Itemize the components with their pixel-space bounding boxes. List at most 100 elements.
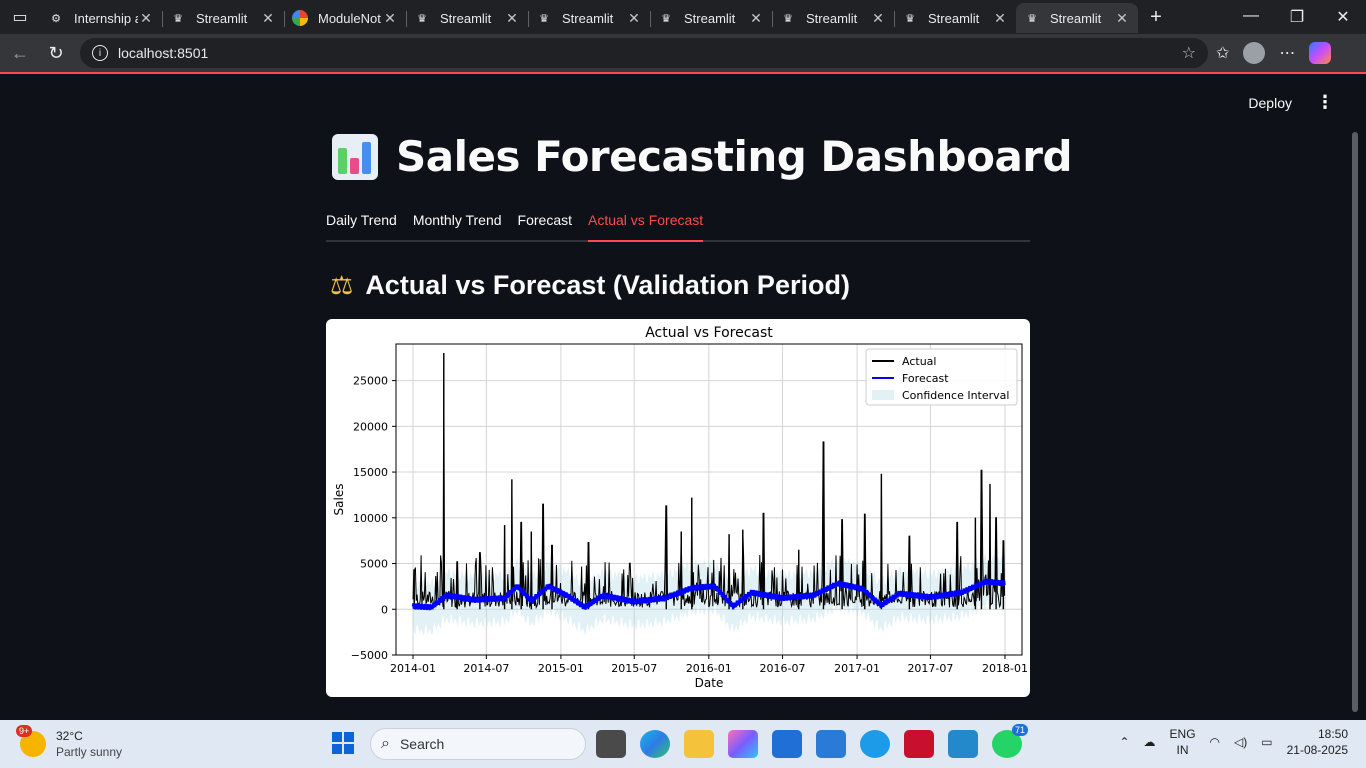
new-tab-button[interactable]: + xyxy=(1150,5,1162,28)
bookmark-star-icon[interactable]: ☆ xyxy=(1181,45,1196,62)
battery-icon[interactable]: ▭ xyxy=(1261,735,1273,749)
browser-tab[interactable]: ♛ Streamlit ✕ xyxy=(528,3,650,33)
restore-icon[interactable]: ❐ xyxy=(1289,9,1305,26)
tab-actual-vs-forecast[interactable]: Actual vs Forecast xyxy=(588,210,704,242)
streamlit-crown-icon: ♛ xyxy=(173,12,183,25)
close-tab-icon[interactable]: ✕ xyxy=(750,9,762,26)
browser-tab-label: Streamlit xyxy=(562,10,614,26)
tab-forecast[interactable]: Forecast xyxy=(517,212,572,228)
profile-avatar[interactable] xyxy=(1243,42,1266,64)
close-window-icon[interactable]: ✕ xyxy=(1336,9,1350,26)
streamlit-crown-icon: ♛ xyxy=(1027,12,1037,25)
scrollbar[interactable] xyxy=(1352,132,1358,712)
close-tab-icon[interactable]: ✕ xyxy=(994,9,1006,26)
system-tray: ⌃ ☁ ENG IN ◠ ◁) ▭ 18:50 21-08-2025 xyxy=(1119,726,1348,758)
whatsapp-badge: 71 xyxy=(1011,724,1028,736)
myhp-icon[interactable] xyxy=(816,730,846,758)
browser-tab[interactable]: ⚙ Internship a ✕ xyxy=(40,3,162,33)
streamlit-crown-icon: ♛ xyxy=(783,12,793,25)
y-axis-label: Sales xyxy=(332,484,346,516)
help-icon[interactable] xyxy=(860,730,890,758)
close-tab-icon[interactable]: ✕ xyxy=(140,9,152,26)
browser-tab-label: Streamlit xyxy=(928,10,980,26)
y-tick-label: 5000 xyxy=(360,558,388,571)
taskbar-apps: 71 xyxy=(596,724,1028,758)
back-icon[interactable]: ← xyxy=(11,42,29,63)
chart-card: −5000 0 5000 10000 15000 20000 25000 2014-01 201… xyxy=(326,319,1030,697)
section-header: ⚖ Actual vs Forecast (Validation Period) xyxy=(330,270,850,301)
taskbar: 9+ 32°C Partly sunny ⌕ Search 71 ⌃ ☁ ENG… xyxy=(0,720,1366,768)
search-placeholder: Search xyxy=(399,736,445,752)
x-tick-label: 2017-01 xyxy=(834,662,880,675)
x-tick-label: 2015-01 xyxy=(538,662,584,675)
browser-tab-label: Streamlit xyxy=(684,10,736,26)
cloud-offline-icon[interactable]: ☁ xyxy=(1143,735,1156,749)
title-row: Sales Forecasting Dashboard xyxy=(332,132,1073,181)
browser-tab-label: Streamlit xyxy=(196,10,248,26)
deploy-button[interactable]: Deploy xyxy=(1248,95,1292,111)
app-tabs: Daily Trend Monthly Trend Forecast Actual v… xyxy=(326,210,1030,242)
mcafee-icon[interactable] xyxy=(904,730,934,758)
wifi-icon[interactable]: ◠ xyxy=(1209,735,1221,749)
partly-sunny-icon: 9+ xyxy=(16,725,46,757)
lang-bottom: IN xyxy=(1176,743,1189,757)
clock-date: 21-08-2025 xyxy=(1286,743,1348,757)
legend-entry: Actual xyxy=(902,355,936,368)
close-tab-icon[interactable]: ✕ xyxy=(506,9,518,26)
tab-monthly-trend[interactable]: Monthly Trend xyxy=(412,212,502,228)
volume-icon[interactable]: ◁) xyxy=(1234,735,1248,749)
balance-scale-icon: ⚖ xyxy=(330,270,354,300)
more-menu-icon[interactable]: ⋯ xyxy=(1279,45,1296,62)
y-tick-label: 25000 xyxy=(353,375,388,388)
copilot-icon[interactable] xyxy=(1309,42,1332,64)
weather-widget[interactable]: 9+ 32°C Partly sunny xyxy=(16,725,123,760)
search-icon: ⌕ xyxy=(381,735,390,752)
minimize-icon[interactable]: — xyxy=(1243,7,1259,24)
tab-actions-icon[interactable]: ▭ xyxy=(12,9,28,26)
task-view-icon[interactable] xyxy=(596,730,626,758)
close-tab-icon[interactable]: ✕ xyxy=(384,9,396,26)
taskbar-search[interactable]: ⌕ Search xyxy=(370,728,586,760)
streamlit-crown-icon: ♛ xyxy=(661,12,671,25)
close-tab-icon[interactable]: ✕ xyxy=(1116,9,1128,26)
weather-temp: 32°C xyxy=(56,729,83,743)
site-info-icon[interactable]: i xyxy=(92,45,108,61)
edge-icon[interactable] xyxy=(640,730,670,758)
browser-toolbar: ← ↻ i localhost:8501 ☆ ✩ ⋯ xyxy=(0,34,1366,74)
x-tick-label: 2014-01 xyxy=(390,662,436,675)
browser-tab[interactable]: ♛ Streamlit ✕ xyxy=(1016,3,1138,33)
browser-tab[interactable]: ♛ Streamlit ✕ xyxy=(162,3,284,33)
y-tick-label: 20000 xyxy=(353,420,388,433)
actual-vs-forecast-chart: −5000 0 5000 10000 15000 20000 25000 2014-01 201… xyxy=(332,325,1028,690)
forecast-series-line xyxy=(411,578,1006,611)
address-bar[interactable]: i localhost:8501 ☆ xyxy=(80,38,1208,68)
browser-tab[interactable]: ♛ Streamlit ✕ xyxy=(894,3,1016,33)
store-icon[interactable] xyxy=(772,730,802,758)
windows-start-icon[interactable] xyxy=(332,732,354,754)
window-controls: — ❐ ✕ xyxy=(1228,7,1366,27)
vscode-icon[interactable] xyxy=(948,730,978,758)
close-tab-icon[interactable]: ✕ xyxy=(628,9,640,26)
favorites-icon[interactable]: ✩ xyxy=(1216,45,1230,62)
copilot-app-icon[interactable] xyxy=(728,730,758,758)
tab-daily-trend[interactable]: Daily Trend xyxy=(326,212,397,228)
language-indicator[interactable]: ENG IN xyxy=(1170,726,1196,758)
x-tick-label: 2016-01 xyxy=(686,662,732,675)
streamlit-crown-icon: ♛ xyxy=(539,12,549,25)
file-explorer-icon[interactable] xyxy=(684,730,714,758)
browser-tab-strip: ▭ ⚙ Internship a ✕ ♛ Streamlit ✕ ModuleNot ✕ ♛ St… xyxy=(0,0,1366,34)
browser-tab[interactable]: ♛ Streamlit ✕ xyxy=(650,3,772,33)
browser-tab[interactable]: ModuleNot ✕ xyxy=(284,3,406,33)
browser-tab[interactable]: ♛ Streamlit ✕ xyxy=(772,3,894,33)
app-menu-icon[interactable]: ⋮ xyxy=(1316,92,1334,112)
clock[interactable]: 18:50 21-08-2025 xyxy=(1287,726,1348,758)
whatsapp-icon[interactable]: 71 xyxy=(992,724,1028,758)
streamlit-app: Deploy ⋮ Sales Forecasting Dashboard Dai… xyxy=(4,76,1360,716)
close-tab-icon[interactable]: ✕ xyxy=(872,9,884,26)
x-tick-label: 2018-01 xyxy=(982,662,1028,675)
browser-tab[interactable]: ♛ Streamlit ✕ xyxy=(406,3,528,33)
chevron-up-icon[interactable]: ⌃ xyxy=(1119,735,1130,749)
reload-icon[interactable]: ↻ xyxy=(48,42,64,63)
close-tab-icon[interactable]: ✕ xyxy=(262,9,274,26)
weather-desc: Partly sunny xyxy=(56,745,123,759)
